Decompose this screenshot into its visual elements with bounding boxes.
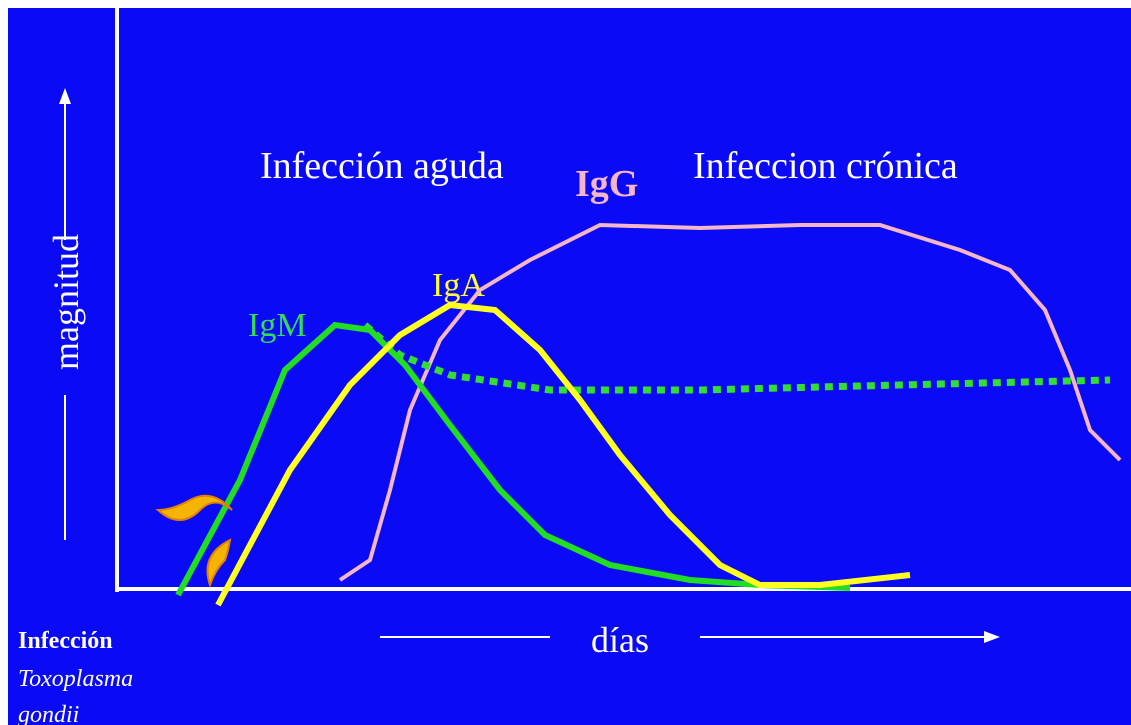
organism-label: Toxoplasma (18, 666, 133, 692)
background (8, 8, 1131, 725)
x-arrow-head (984, 631, 1000, 643)
y-axis-label: magnitud (46, 234, 86, 370)
igm-dotted-curve (362, 322, 1111, 394)
igg-label: IgG (575, 163, 638, 205)
parasite-icon (155, 494, 233, 521)
iga-curve (215, 301, 911, 607)
acute-label: Infección aguda (260, 145, 504, 187)
parasite-icon (206, 538, 232, 589)
igm-curve (175, 321, 851, 597)
x-axis-label: días (591, 620, 649, 660)
y-arrow-head (59, 88, 71, 104)
organism-label: gondii (18, 702, 79, 725)
igm-label: IgM (248, 307, 307, 344)
chronic-label: Infeccion crónica (693, 145, 958, 187)
igg-curve (338, 222, 1122, 582)
iga-label: IgA (432, 267, 485, 304)
infection-label: Infección (18, 628, 113, 654)
